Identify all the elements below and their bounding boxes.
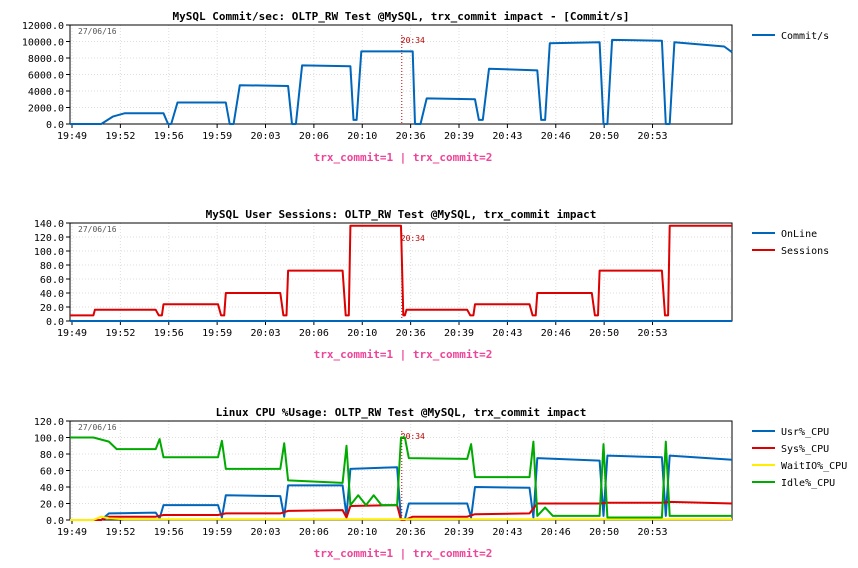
y-tick-label: 40.0 [40,289,64,300]
x-tick-label: 20:03 [250,131,280,142]
y-tick-label: 20.0 [40,303,64,314]
chart-title: Linux CPU %Usage: OLTP_RW Test @MySQL, t… [216,406,587,419]
legend-label: Commit/s [781,31,829,42]
x-tick-label: 19:59 [202,328,232,339]
date-label: 27/06/16 [78,225,117,234]
x-tick-label: 20:03 [250,527,280,538]
y-tick-label: 80.0 [40,450,64,461]
marker-label: 20:34 [401,234,425,243]
legend-label: Sessions [781,246,829,257]
x-tick-label: 20:10 [347,527,377,538]
series-line-commit-s [70,38,733,125]
x-tick-label: 20:53 [637,328,667,339]
y-tick-label: 0.0 [46,120,64,131]
y-tick-label: 6000.0 [28,71,64,82]
series-line-usr-cpu [70,454,733,521]
x-tick-label: 20:36 [396,131,426,142]
y-tick-label: 20.0 [40,500,64,511]
y-tick-label: 0.0 [46,516,64,527]
series-line-idle-cpu [70,436,732,519]
y-tick-label: 60.0 [40,467,64,478]
x-tick-label: 20:53 [637,527,667,538]
y-tick-label: 120.0 [34,417,64,428]
x-tick-label: 20:43 [492,527,522,538]
x-tick-label: 20:06 [299,527,329,538]
x-tick-label: 20:43 [492,328,522,339]
marker-label: 20:34 [401,36,425,45]
x-tick-label: 20:46 [541,527,571,538]
x-tick-label: 19:59 [202,527,232,538]
x-tick-label: 20:53 [637,131,667,142]
x-tick-label: 20:39 [444,131,474,142]
chart-3: Linux CPU %Usage: OLTP_RW Test @MySQL, t… [34,406,847,560]
y-tick-label: 4000.0 [28,87,64,98]
trx-commit-annotation: trx_commit=1 | trx_commit=2 [314,547,493,560]
x-tick-label: 19:56 [154,527,184,538]
chart-2: MySQL User Sessions: OLTP_RW Test @MySQL… [34,208,829,361]
x-tick-label: 20:03 [250,328,280,339]
x-tick-label: 20:39 [444,527,474,538]
chart-title: MySQL Commit/sec: OLTP_RW Test @MySQL, t… [173,10,630,23]
x-tick-label: 19:56 [154,131,184,142]
y-tick-label: 8000.0 [28,54,64,65]
x-tick-label: 20:06 [299,131,329,142]
y-tick-label: 60.0 [40,275,64,286]
y-tick-label: 120.0 [34,233,64,244]
x-tick-label: 20:43 [492,131,522,142]
x-tick-label: 19:52 [105,131,135,142]
marker-label: 20:34 [401,432,425,441]
date-label: 27/06/16 [78,27,117,36]
x-tick-label: 20:46 [541,131,571,142]
series-line-sessions [70,224,732,317]
x-tick-label: 19:49 [57,328,87,339]
y-tick-label: 100.0 [34,434,64,445]
y-tick-label: 10000.0 [22,38,64,49]
x-tick-label: 20:36 [396,328,426,339]
chart-title: MySQL User Sessions: OLTP_RW Test @MySQL… [206,208,597,221]
legend-label: OnLine [781,229,817,240]
x-tick-label: 20:46 [541,328,571,339]
x-tick-label: 19:52 [105,527,135,538]
x-tick-label: 20:36 [396,527,426,538]
y-tick-label: 40.0 [40,483,64,494]
x-tick-label: 20:50 [589,328,619,339]
y-tick-label: 2000.0 [28,104,64,115]
x-tick-label: 20:06 [299,328,329,339]
x-tick-label: 19:56 [154,328,184,339]
y-tick-label: 140.0 [34,219,64,230]
x-tick-label: 19:49 [57,131,87,142]
x-tick-label: 19:52 [105,328,135,339]
legend-label: Sys%_CPU [781,444,829,455]
legend-label: WaitIO%_CPU [781,461,847,472]
x-tick-label: 20:50 [589,131,619,142]
x-tick-label: 20:10 [347,131,377,142]
legend-label: Idle%_CPU [781,478,835,489]
x-tick-label: 19:59 [202,131,232,142]
x-tick-label: 20:10 [347,328,377,339]
legend-label: Usr%_CPU [781,427,829,438]
y-tick-label: 12000.0 [22,21,64,32]
y-tick-label: 0.0 [46,317,64,328]
y-tick-label: 100.0 [34,247,64,258]
y-tick-label: 80.0 [40,261,64,272]
trx-commit-annotation: trx_commit=1 | trx_commit=2 [314,348,493,361]
chart-1: MySQL Commit/sec: OLTP_RW Test @MySQL, t… [22,10,829,164]
x-tick-label: 20:50 [589,527,619,538]
series-line-waitio-cpu [70,515,732,521]
x-tick-label: 19:49 [57,527,87,538]
plot-frame [69,24,733,125]
trx-commit-annotation: trx_commit=1 | trx_commit=2 [314,151,493,164]
date-label: 27/06/16 [78,423,117,432]
x-tick-label: 20:39 [444,328,474,339]
